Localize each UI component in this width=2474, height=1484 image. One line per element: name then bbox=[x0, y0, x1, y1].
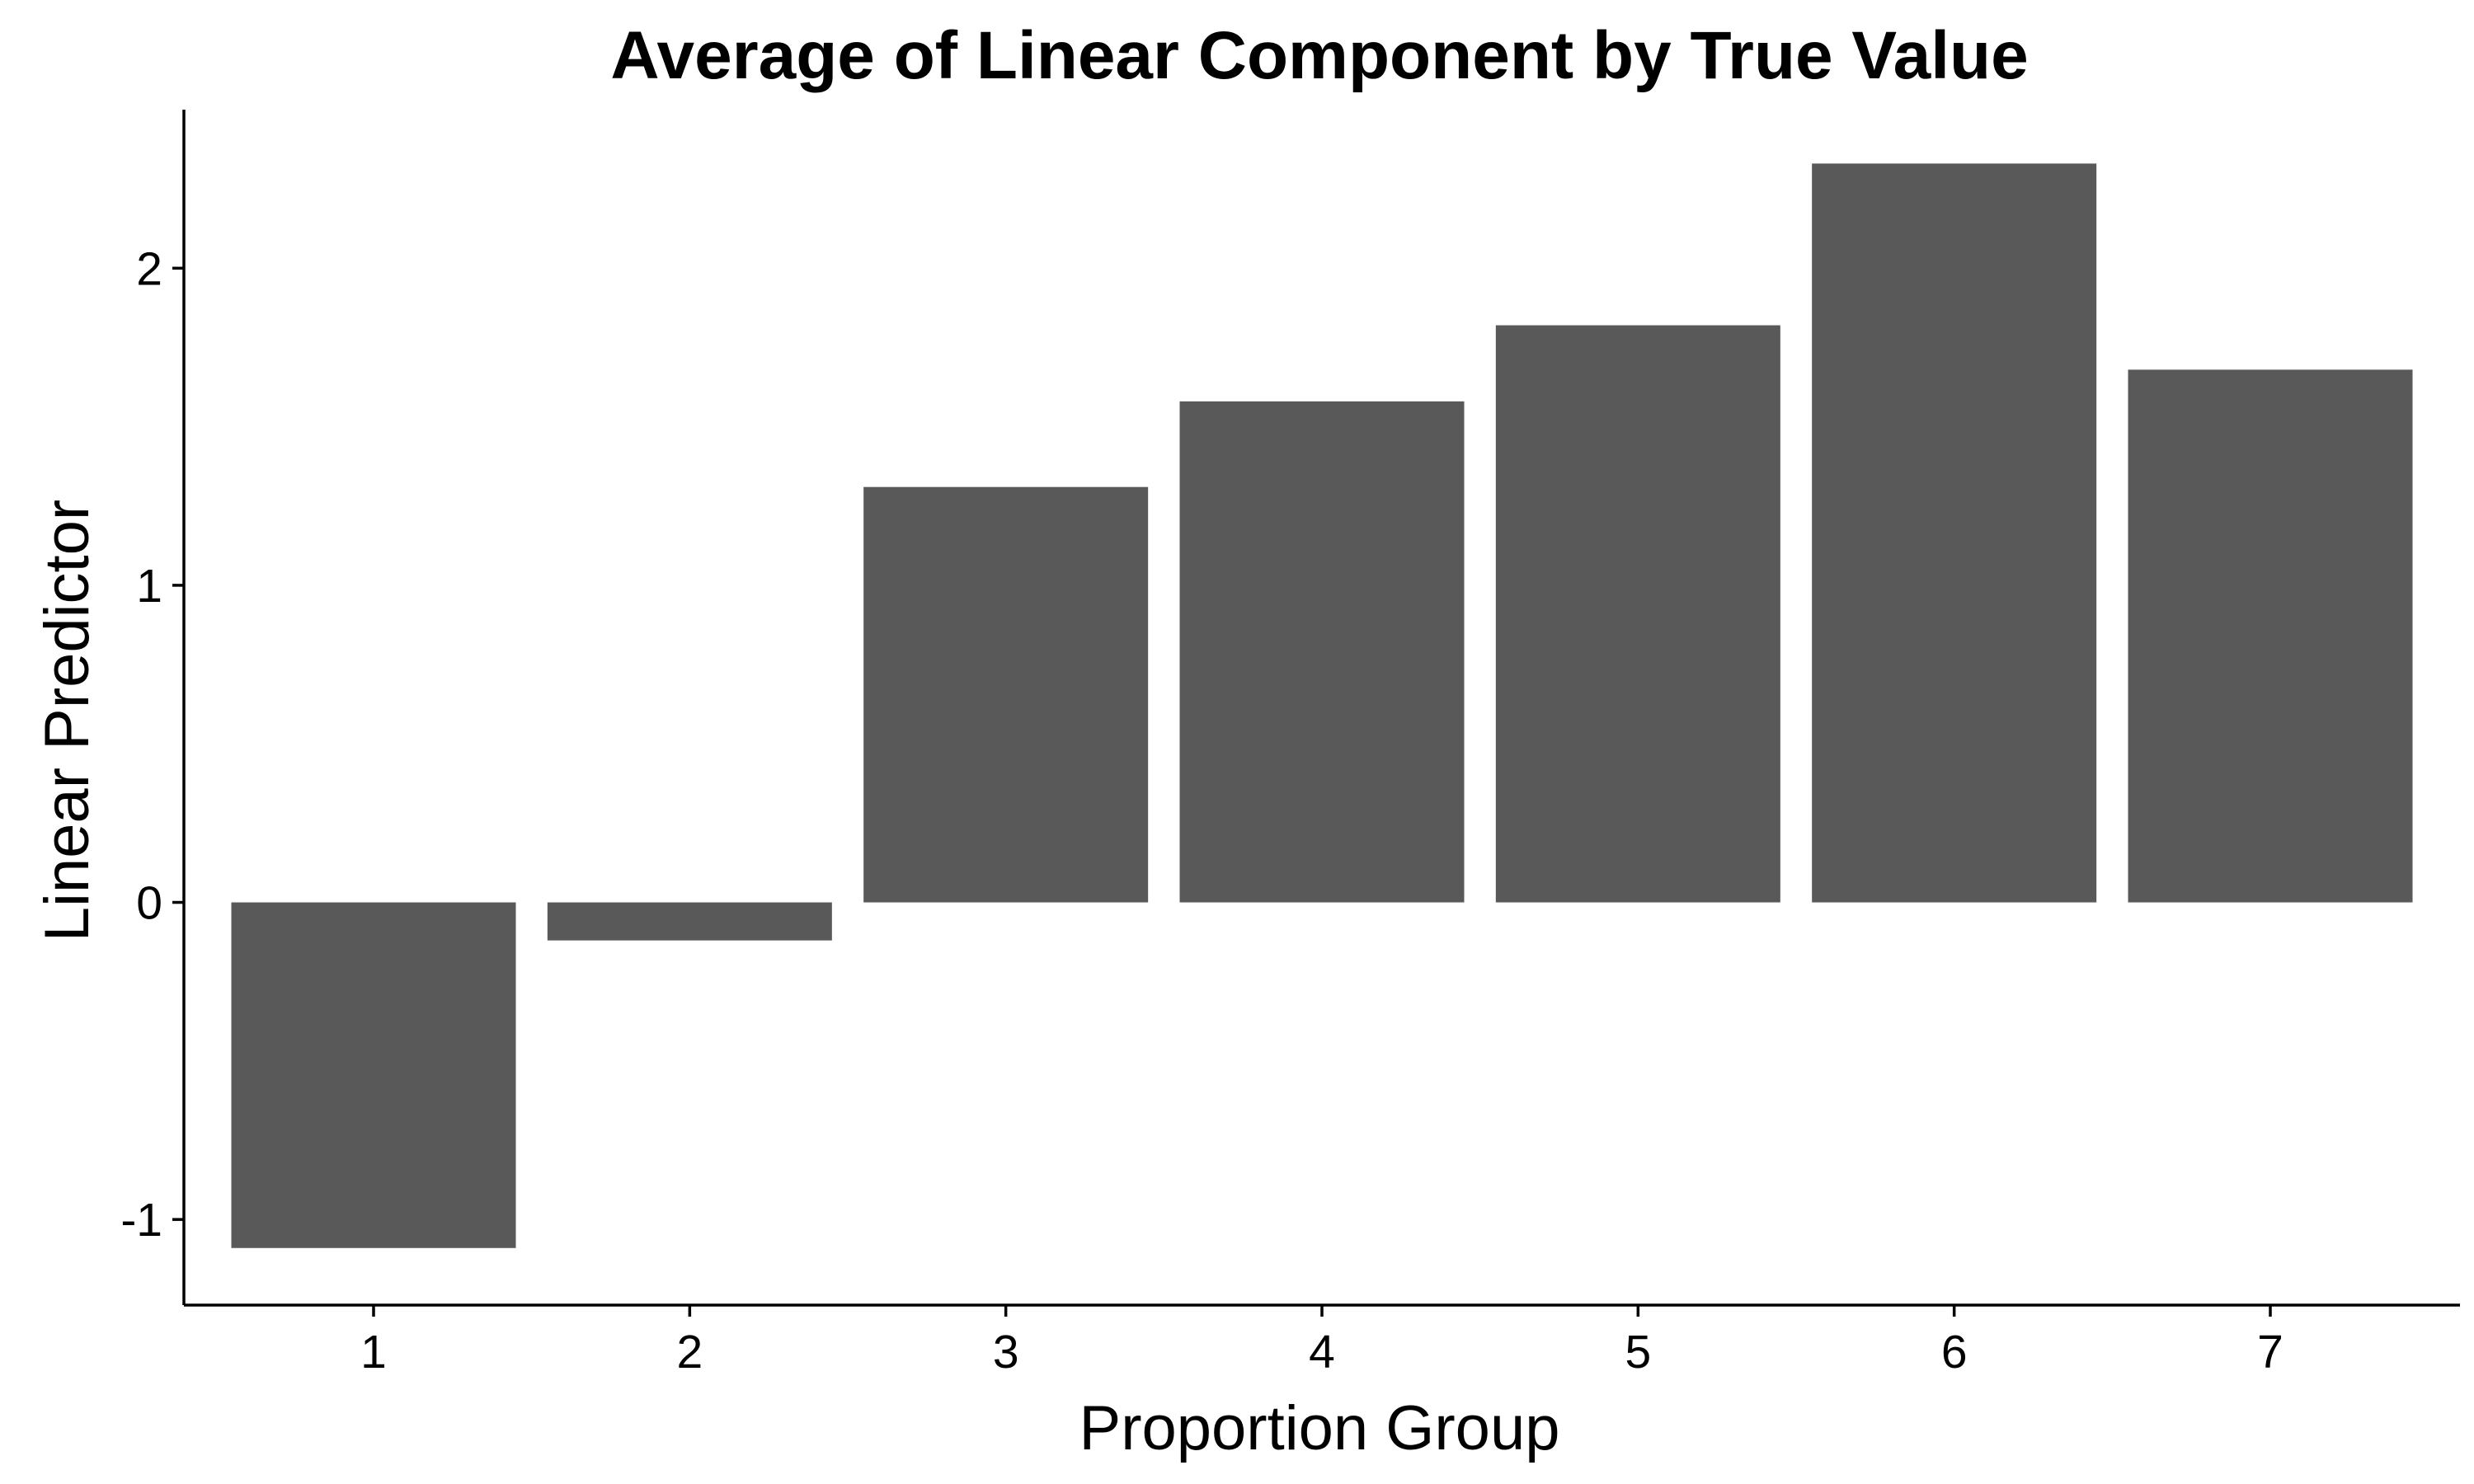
bar-6 bbox=[1812, 163, 2097, 903]
bar-3 bbox=[863, 486, 1149, 903]
y-axis-ticks: -1 0 1 2 bbox=[120, 242, 184, 1247]
x-tick-label-4: 4 bbox=[1309, 1326, 1335, 1378]
x-tick-label-5: 5 bbox=[1625, 1326, 1651, 1378]
chart-title: Average of Linear Component by True Valu… bbox=[610, 18, 2028, 93]
bar-5 bbox=[1495, 325, 1780, 903]
y-tick-label-2: 2 bbox=[136, 242, 162, 295]
y-tick-label-0: 0 bbox=[136, 877, 162, 930]
bars-group bbox=[231, 163, 2413, 1248]
x-tick-label-7: 7 bbox=[2257, 1326, 2284, 1378]
x-axis-title: Proportion Group bbox=[1079, 1393, 1560, 1463]
x-tick-label-2: 2 bbox=[676, 1326, 703, 1378]
bar-2 bbox=[547, 902, 832, 941]
y-tick-label--1: -1 bbox=[120, 1194, 162, 1247]
y-axis-title: Linear Predictor bbox=[32, 500, 102, 942]
y-tick-label-1: 1 bbox=[136, 560, 162, 613]
bar-1 bbox=[231, 902, 516, 1248]
bar-7 bbox=[2128, 369, 2413, 903]
x-tick-label-3: 3 bbox=[993, 1326, 1019, 1378]
bar-4 bbox=[1179, 401, 1465, 903]
x-tick-label-1: 1 bbox=[360, 1326, 387, 1378]
x-axis-ticks: 1 2 3 4 5 6 7 bbox=[360, 1305, 2284, 1378]
x-tick-label-6: 6 bbox=[1941, 1326, 1968, 1378]
